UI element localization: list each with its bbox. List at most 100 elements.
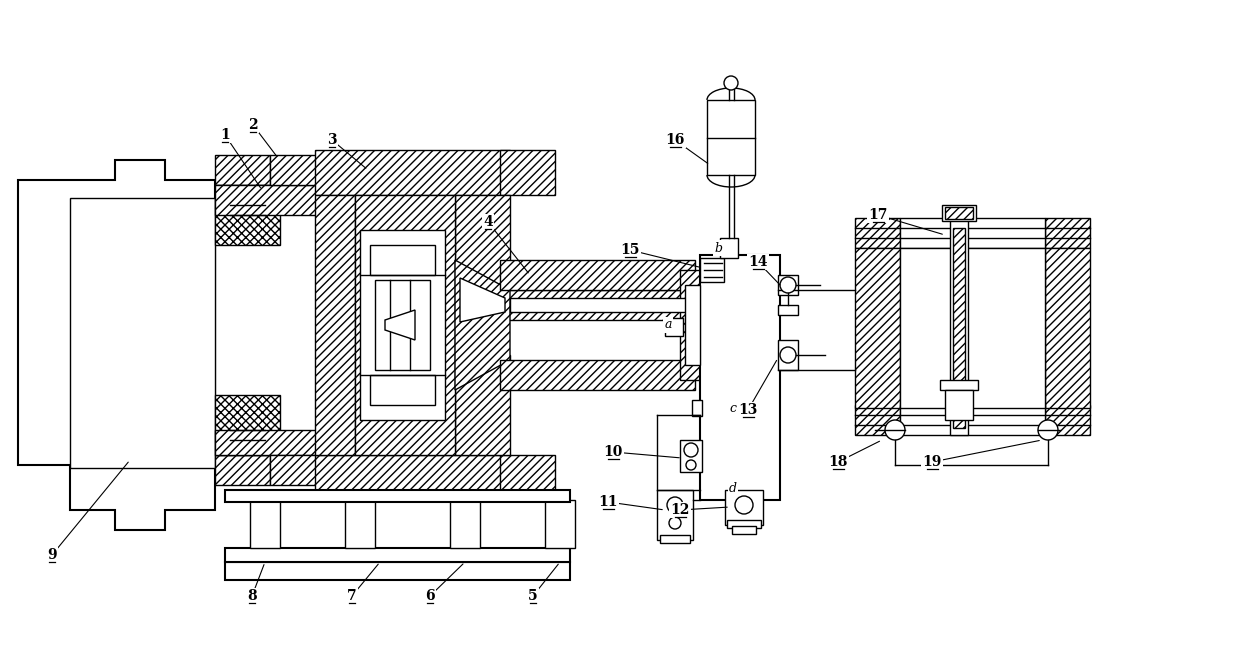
Bar: [270, 455, 335, 485]
Bar: [777, 305, 799, 315]
Bar: [374, 280, 430, 370]
Text: c: c: [729, 402, 737, 415]
Bar: [546, 500, 575, 548]
Bar: [720, 238, 738, 258]
Circle shape: [1038, 420, 1058, 440]
Bar: [1045, 218, 1090, 248]
Bar: [215, 395, 280, 455]
Bar: [315, 195, 355, 455]
Bar: [215, 185, 280, 245]
Bar: [856, 405, 900, 435]
Circle shape: [780, 277, 796, 293]
Bar: [940, 380, 978, 390]
Circle shape: [684, 443, 698, 457]
Text: 13: 13: [738, 403, 758, 417]
Bar: [732, 526, 756, 534]
Bar: [680, 440, 702, 472]
Circle shape: [686, 460, 696, 470]
Bar: [945, 390, 973, 420]
Polygon shape: [384, 310, 415, 340]
Text: 5: 5: [528, 589, 538, 603]
Text: 7: 7: [347, 589, 357, 603]
Text: 12: 12: [671, 503, 689, 517]
Circle shape: [670, 517, 681, 529]
Text: a: a: [665, 319, 672, 332]
Bar: [950, 218, 968, 435]
Circle shape: [735, 496, 753, 514]
Bar: [701, 255, 780, 500]
Circle shape: [780, 347, 796, 363]
Bar: [730, 492, 748, 502]
Circle shape: [885, 420, 905, 440]
Text: 15: 15: [620, 243, 640, 257]
Text: 9: 9: [47, 548, 57, 562]
Circle shape: [724, 76, 738, 90]
Text: b: b: [714, 242, 722, 255]
Bar: [945, 207, 973, 219]
Text: 2: 2: [248, 118, 258, 132]
Text: 8: 8: [247, 589, 257, 603]
Text: 6: 6: [425, 589, 435, 603]
Text: 3: 3: [327, 133, 337, 147]
Bar: [69, 198, 215, 468]
Bar: [315, 150, 510, 195]
Bar: [900, 248, 1045, 408]
Bar: [500, 290, 706, 320]
Bar: [707, 100, 755, 175]
Bar: [455, 195, 510, 295]
Bar: [856, 218, 900, 248]
Bar: [500, 360, 694, 390]
Bar: [657, 490, 693, 540]
Bar: [725, 490, 763, 525]
Text: 11: 11: [598, 495, 618, 509]
Bar: [856, 248, 900, 408]
Bar: [215, 430, 320, 455]
Bar: [692, 400, 702, 416]
Bar: [942, 205, 976, 221]
Text: 18: 18: [828, 455, 848, 469]
Bar: [215, 455, 270, 485]
Bar: [727, 520, 761, 528]
Bar: [954, 228, 965, 428]
Bar: [315, 455, 510, 500]
Polygon shape: [455, 260, 510, 390]
Bar: [355, 195, 455, 455]
Text: 14: 14: [748, 255, 768, 269]
Polygon shape: [460, 278, 505, 322]
Bar: [500, 260, 694, 290]
Bar: [250, 500, 280, 548]
Bar: [665, 318, 683, 336]
Bar: [224, 548, 570, 562]
Bar: [900, 218, 1045, 248]
Bar: [660, 535, 689, 543]
Bar: [370, 375, 435, 405]
Bar: [777, 275, 799, 295]
Text: 4: 4: [484, 215, 492, 229]
Bar: [680, 270, 706, 380]
Text: 19: 19: [923, 455, 941, 469]
Polygon shape: [19, 160, 215, 530]
Circle shape: [667, 497, 683, 513]
Bar: [1045, 405, 1090, 435]
Bar: [370, 245, 435, 275]
Bar: [500, 150, 556, 195]
Bar: [224, 562, 570, 580]
Bar: [345, 500, 374, 548]
Bar: [500, 455, 556, 500]
Text: 16: 16: [666, 133, 684, 147]
Bar: [360, 230, 445, 420]
Bar: [450, 500, 480, 548]
Bar: [510, 298, 694, 312]
Bar: [701, 258, 724, 282]
Bar: [215, 155, 270, 185]
Bar: [224, 490, 570, 502]
Bar: [900, 405, 1045, 435]
Text: 17: 17: [868, 208, 888, 222]
Text: 10: 10: [604, 445, 622, 459]
Bar: [270, 155, 335, 185]
Bar: [777, 340, 799, 370]
Bar: [455, 355, 510, 455]
Text: 1: 1: [221, 128, 229, 142]
Bar: [1045, 248, 1090, 408]
Bar: [684, 285, 701, 365]
